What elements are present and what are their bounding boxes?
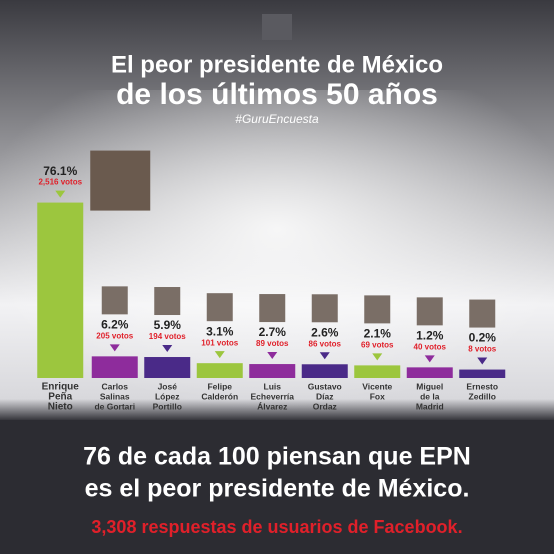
vote-label: 86 votos [309,339,342,348]
photo [101,286,128,315]
x-tick-label: Nieto [48,402,73,413]
marker [162,345,173,353]
vote-label: 40 votos [414,342,447,351]
x-tick-label: Fox [370,391,385,401]
photo [416,297,443,326]
bar [144,357,191,378]
bar [301,364,348,378]
x-tick-label: José [158,381,178,391]
x-tick-label: Ordaz [313,401,337,411]
photo [364,295,391,324]
value-label: 76.1% [43,164,77,178]
value-label: 6.2% [101,318,129,332]
x-tick-label: Madrid [416,401,444,411]
quote-icon [262,14,292,40]
x-tick-label: Álvarez [257,401,287,411]
marker [109,344,120,352]
vote-label: 2,516 votos [38,178,82,187]
photo [90,150,151,211]
x-tick-label: Portillo [153,401,182,411]
vote-label: 69 votos [361,340,394,349]
bar [196,363,243,378]
x-tick-label: Calderón [201,391,238,401]
vote-label: 89 votos [256,339,289,348]
vote-label: 101 votos [201,338,238,347]
marker [214,351,225,359]
bar [354,365,401,378]
bar [91,356,138,378]
x-tick-label: Carlos [102,381,129,391]
photo [259,294,286,323]
bar [249,364,296,378]
x-tick-label: Peña [48,392,72,403]
x-tick-label: Gustavo [308,381,342,391]
footer: es el peor presidente de México. [85,475,470,503]
footer: 76 de cada 100 piensan que EPN [83,443,471,471]
x-tick-label: Enrique [42,382,80,393]
marker [424,355,435,363]
value-label: 2.6% [311,325,339,339]
vote-label: 194 votos [149,332,186,341]
value-label: 2.7% [259,325,287,339]
title: El peor presidente de México [111,51,443,78]
photo [311,294,338,323]
x-tick-label: Díaz [316,391,333,401]
photo [154,287,181,316]
marker [477,357,488,365]
bar [459,369,506,378]
subtitle: #GuruEncuesta [235,112,319,126]
value-label: 1.2% [416,329,444,343]
x-tick-label: Ernesto [466,381,498,391]
title: de los últimos 50 años [116,78,438,111]
marker [267,352,278,360]
bar [406,367,453,378]
x-tick-label: Echeverría [251,391,295,401]
x-tick-label: Zedillo [469,391,496,401]
footer-band [0,420,554,554]
x-tick-label: Salinas [100,391,130,401]
vote-label: 205 votos [96,331,133,340]
bar [37,202,84,378]
photo [469,299,496,328]
marker [372,353,383,361]
x-tick-label: Vicente [362,381,392,391]
value-label: 2.1% [364,327,392,341]
vote-label: 8 votos [468,345,497,354]
x-tick-label: de Gortari [94,401,135,411]
x-tick-label: Luis [264,381,282,391]
value-label: 3.1% [206,324,234,338]
photo [206,293,233,322]
value-label: 5.9% [154,318,182,332]
marker [319,352,330,360]
source: 3,308 respuestas de usuarios de Facebook… [91,517,462,537]
x-tick-label: Felipe [207,381,232,391]
x-tick-label: de la [420,391,440,401]
marker [55,190,66,198]
x-tick-label: López [155,391,180,401]
value-label: 0.2% [469,331,497,345]
x-tick-label: Miguel [416,381,443,391]
